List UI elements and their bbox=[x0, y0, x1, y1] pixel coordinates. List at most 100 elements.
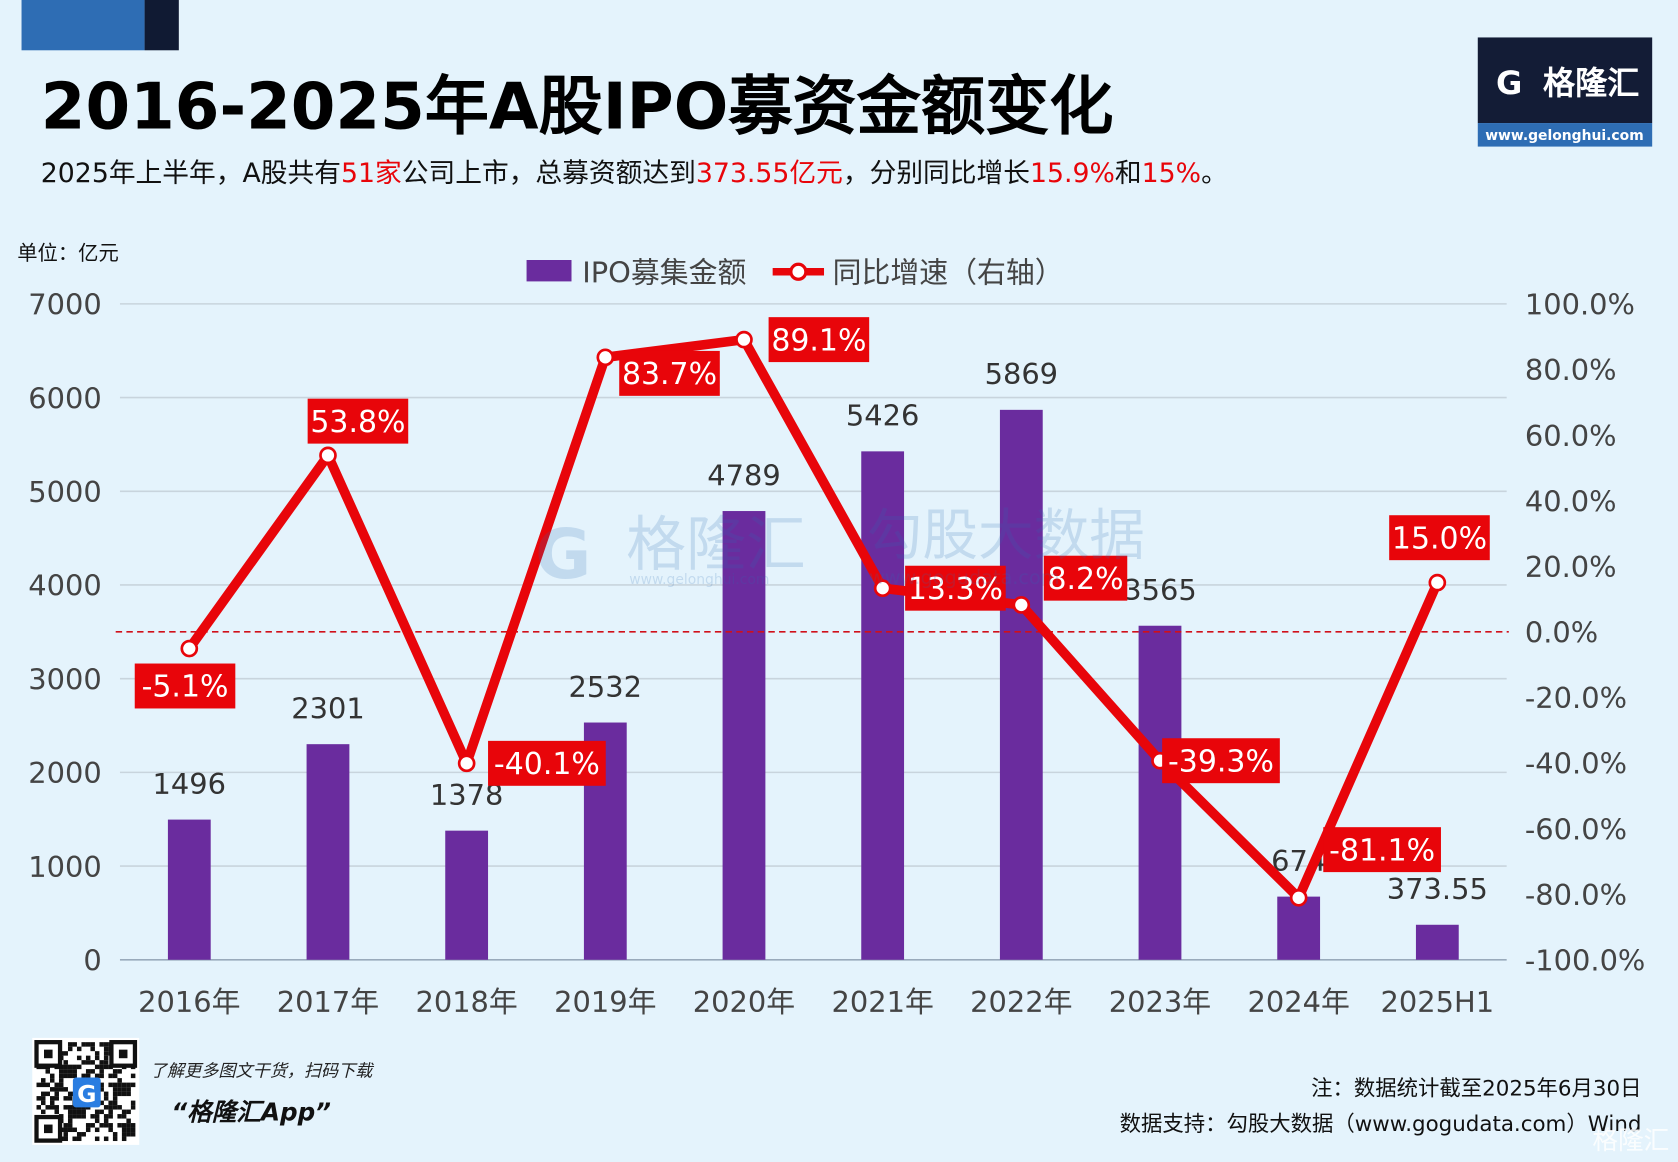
line-label-box bbox=[768, 317, 870, 363]
svg-text:G: G bbox=[77, 1080, 96, 1108]
unit-label: 单位：亿元 bbox=[17, 241, 119, 265]
x-tick-label: 2022年 bbox=[970, 985, 1072, 1019]
watermark-right-url: www.gogudata.com bbox=[869, 566, 1060, 589]
subtitle-highlight: 15.9% bbox=[1030, 158, 1115, 189]
line-value-label: -40.1% bbox=[494, 747, 600, 782]
x-tick-label: 2024年 bbox=[1247, 985, 1349, 1019]
line-value-label: 13.3% bbox=[908, 572, 1003, 607]
subtitle-text: 公司上市，总募资额达到 bbox=[402, 158, 696, 189]
line-point bbox=[1289, 888, 1308, 907]
subtitle-text: 和 bbox=[1115, 158, 1142, 189]
line-value-label: 8.2% bbox=[1047, 562, 1123, 597]
subtitle-highlight: 51家 bbox=[341, 158, 402, 189]
bar-value-label: 1496 bbox=[153, 767, 227, 801]
x-tick-label: 2017年 bbox=[277, 985, 379, 1019]
left-tick-label: 6000 bbox=[28, 381, 102, 415]
line-point bbox=[457, 754, 476, 773]
x-tick-label: 2023年 bbox=[1109, 985, 1211, 1019]
subtitle-text: 。 bbox=[1201, 158, 1228, 189]
line-label-box bbox=[1323, 827, 1441, 873]
logo-url: www.gelonghui.com bbox=[1485, 128, 1643, 144]
left-tick-label: 3000 bbox=[28, 662, 102, 696]
line-value-label: -5.1% bbox=[142, 670, 229, 705]
qr-caption: 了解更多图文干货，扫码下载 bbox=[150, 1061, 374, 1081]
legend-bar-label: IPO募集金额 bbox=[582, 255, 746, 289]
watermark-left-url: www.gelonghui.com bbox=[629, 572, 769, 588]
bar bbox=[1415, 924, 1459, 960]
bar bbox=[722, 511, 766, 960]
bar-value-label: 373.55 bbox=[1387, 872, 1488, 906]
watermark-right: 勾股大数据 bbox=[867, 503, 1145, 568]
bar bbox=[999, 409, 1043, 960]
header-accent-dark bbox=[144, 0, 179, 51]
line-value-label: 89.1% bbox=[771, 323, 866, 358]
page-title: 2016-2025年A股IPO募资金额变化 bbox=[41, 69, 1114, 144]
header-accent-block bbox=[21, 0, 145, 51]
logo-g-icon: G bbox=[1496, 64, 1522, 102]
right-tick-label: -100.0% bbox=[1525, 943, 1646, 977]
qr-code: G bbox=[32, 1037, 140, 1145]
x-tick-label: 2018年 bbox=[415, 985, 517, 1019]
line-point bbox=[319, 446, 337, 465]
line-label-box bbox=[1162, 738, 1280, 784]
line-label-box bbox=[307, 398, 409, 444]
x-tick-label: 2025H1 bbox=[1381, 985, 1495, 1019]
bar-value-label: 4789 bbox=[707, 458, 781, 492]
x-tick-label: 2020年 bbox=[693, 985, 795, 1019]
left-tick-label: 4000 bbox=[28, 569, 102, 603]
subtitle-highlight: 373.55亿元 bbox=[696, 158, 843, 189]
line-label-box bbox=[905, 565, 1006, 611]
app-name: “格隆汇App” bbox=[171, 1097, 331, 1126]
x-tick-label: 2019年 bbox=[554, 985, 656, 1019]
subtitle-text: 2025年上半年，A股共有 bbox=[41, 158, 341, 189]
line-value-label: 53.8% bbox=[310, 405, 405, 440]
line-value-label: -39.3% bbox=[1168, 744, 1274, 779]
right-tick-label: 100.0% bbox=[1525, 288, 1635, 322]
right-tick-label: -60.0% bbox=[1525, 812, 1627, 846]
bar bbox=[1138, 625, 1182, 960]
watermark-left: 格隆汇 bbox=[626, 510, 806, 580]
line-point bbox=[180, 639, 199, 658]
left-tick-label: 1000 bbox=[28, 850, 102, 884]
right-tick-label: -20.0% bbox=[1525, 681, 1627, 715]
x-tick-label: 2016年 bbox=[138, 985, 240, 1019]
right-tick-label: 20.0% bbox=[1525, 550, 1617, 584]
bar-value-label: 2532 bbox=[569, 670, 643, 704]
legend-line-label: 同比增速（右轴） bbox=[833, 255, 1064, 289]
line-label-box bbox=[488, 740, 606, 786]
line-point bbox=[1428, 573, 1447, 592]
bar-value-label: 5869 bbox=[985, 357, 1058, 391]
left-tick-label: 0 bbox=[83, 943, 101, 977]
bar bbox=[861, 451, 905, 960]
x-tick-label: 2021年 bbox=[831, 985, 933, 1019]
line-value-label: 15.0% bbox=[1392, 521, 1487, 556]
data-note: 注：数据统计截至2025年6月30日 bbox=[1311, 1077, 1641, 1102]
line-value-label: -81.1% bbox=[1329, 833, 1435, 868]
chart-plot: 0 1000 2000 3000 4000 5000 6000 7000 -100.0% -80.… bbox=[28, 288, 1645, 1020]
line-point bbox=[735, 330, 753, 349]
bar-value-label: 5426 bbox=[846, 399, 919, 433]
legend-bar-swatch bbox=[526, 260, 572, 282]
logo: G 格隆汇 www.gelonghui.com bbox=[1477, 37, 1653, 147]
qr-logo-icon bbox=[72, 1077, 101, 1108]
bar-value-label: 3565 bbox=[1123, 573, 1197, 607]
line-point bbox=[596, 348, 615, 367]
line-label-box bbox=[1389, 515, 1490, 561]
right-tick-label: 60.0% bbox=[1525, 419, 1617, 453]
bar bbox=[1277, 896, 1321, 960]
right-tick-label: -80.0% bbox=[1525, 878, 1627, 912]
growth-line bbox=[185, 334, 1442, 903]
bar bbox=[167, 819, 211, 960]
line-value-label: 83.7% bbox=[622, 357, 717, 392]
subtitle: 2025年上半年，A股共有51家公司上市，总募资额达到373.55亿元，分别同比… bbox=[41, 158, 1228, 189]
line-label-box bbox=[134, 663, 236, 709]
left-tick-label: 7000 bbox=[28, 288, 102, 322]
right-tick-label: 0.0% bbox=[1525, 616, 1598, 650]
watermark: G 格隆汇 www.gelonghui.com 勾股大数据 www.goguda… bbox=[535, 503, 1145, 595]
subtitle-highlight: 15% bbox=[1142, 158, 1201, 189]
line-point bbox=[873, 579, 892, 598]
logo-name: 格隆汇 bbox=[1543, 64, 1639, 102]
left-tick-label: 5000 bbox=[28, 475, 102, 509]
bar bbox=[445, 830, 489, 960]
